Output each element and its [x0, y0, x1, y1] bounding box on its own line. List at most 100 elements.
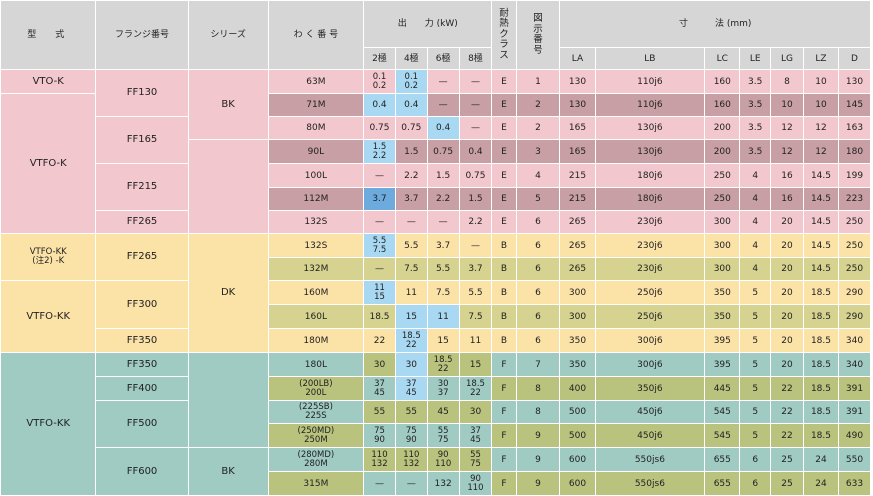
- power-cell: 55 75: [458, 447, 493, 472]
- header-pole: 8極: [458, 47, 493, 70]
- dim-cell-lz: 12: [802, 116, 840, 140]
- header-output: 出 力 (kW): [363, 0, 493, 48]
- dim-cell-lz: 24: [802, 447, 840, 472]
- dim-cell-d: 550: [838, 447, 871, 472]
- fig-no-cell: 9: [515, 471, 561, 496]
- flange-cell: FF265: [95, 233, 189, 281]
- dim-cell-lg: 10: [770, 93, 804, 117]
- dim-cell-la: 215: [559, 187, 596, 211]
- dim-cell-lc: 200: [704, 116, 741, 140]
- header-dim: LG: [770, 47, 804, 70]
- dim-cell-la: 500: [559, 423, 596, 448]
- heat-class-cell: F: [491, 423, 517, 448]
- type-cell: VTFO-K: [0, 93, 97, 234]
- dim-cell-lg: 25: [770, 447, 804, 472]
- power-cell: 55: [363, 400, 396, 424]
- dim-cell-lb: 250j6: [594, 280, 706, 305]
- heat-class-cell: F: [491, 447, 517, 472]
- power-cell: 0.4: [363, 93, 396, 117]
- dim-cell-lc: 300: [704, 257, 741, 281]
- power-cell: 45: [426, 400, 460, 424]
- dim-cell-lc: 395: [704, 352, 741, 377]
- power-cell: 0.75: [426, 139, 460, 164]
- dim-cell-le: 4: [739, 257, 772, 281]
- dim-cell-lz: 18.5: [802, 352, 840, 377]
- power-cell: 0.1 0.2: [363, 69, 396, 94]
- heat-class-cell: B: [491, 304, 517, 329]
- dim-cell-d: 250: [838, 233, 871, 258]
- dim-cell-la: 600: [559, 471, 596, 496]
- dim-cell-lz: 18.5: [802, 423, 840, 448]
- dim-cell-la: 165: [559, 116, 596, 140]
- dim-cell-lb: 130j6: [594, 116, 706, 140]
- power-cell: 55: [394, 400, 428, 424]
- header-pole: 6極: [426, 47, 460, 70]
- header-dims: 寸 法 (mm): [559, 0, 871, 48]
- dim-cell-lz: 10: [802, 69, 840, 94]
- header-type: 型 式: [0, 0, 97, 70]
- dim-cell-le: 5: [739, 280, 772, 305]
- flange-cell: FF300: [95, 280, 189, 329]
- dim-cell-d: 490: [838, 423, 871, 448]
- table-row: VTFO-KK FF300 160M 11 15 11 7.5 5.5 B 6 300 250j6 35…: [0, 280, 871, 353]
- power-cell: —: [363, 257, 396, 281]
- power-cell: 3.7: [394, 187, 428, 211]
- dim-cell-le: 3.5: [739, 69, 772, 94]
- fig-no-cell: 9: [515, 447, 561, 472]
- heat-class-cell: B: [491, 257, 517, 281]
- power-cell: —: [458, 69, 493, 94]
- dim-cell-lc: 300: [704, 233, 741, 258]
- power-cell: 75 90: [394, 423, 428, 448]
- dim-cell-lb: 250j6: [594, 304, 706, 329]
- dim-cell-lz: 12: [802, 139, 840, 164]
- power-cell: 15: [426, 328, 460, 353]
- heat-class-cell: B: [491, 233, 517, 258]
- dim-cell-la: 600: [559, 447, 596, 472]
- power-cell: 0.4: [426, 116, 460, 140]
- dim-cell-la: 265: [559, 233, 596, 258]
- dim-cell-lg: 20: [770, 328, 804, 353]
- flange-cell: FF350: [95, 328, 189, 353]
- flange-cell: FF600: [95, 447, 189, 496]
- dim-cell-lg: 16: [770, 187, 804, 211]
- power-cell: 15: [458, 352, 493, 377]
- type-cell: VTFO-KK (注2) -K: [0, 233, 97, 281]
- power-cell: 5.5: [458, 280, 493, 305]
- dim-cell-lc: 350: [704, 304, 741, 329]
- dim-cell-d: 633: [838, 471, 871, 496]
- power-cell: 2.2: [458, 210, 493, 234]
- power-cell: 18.5 22: [426, 352, 460, 377]
- power-cell: 11: [394, 280, 428, 305]
- power-cell: 1.5: [458, 187, 493, 211]
- dim-cell-lc: 655: [704, 447, 741, 472]
- power-cell: 5.5: [426, 257, 460, 281]
- frame-cell: (250MD) 250M: [267, 423, 365, 448]
- power-cell: 1.5: [394, 139, 428, 164]
- dim-cell-le: 4: [739, 210, 772, 234]
- dim-cell-d: 223: [838, 187, 871, 211]
- frame-cell: 132S: [267, 233, 365, 258]
- dim-cell-d: 340: [838, 328, 871, 353]
- dim-cell-la: 400: [559, 376, 596, 401]
- power-cell: 2.2: [394, 163, 428, 188]
- dim-cell-lz: 24: [802, 471, 840, 496]
- power-cell: 7.5: [458, 304, 493, 329]
- dim-cell-d: 145: [838, 93, 871, 117]
- dim-cell-le: 5: [739, 328, 772, 353]
- dim-cell-d: 250: [838, 210, 871, 234]
- dim-cell-lb: 350j6: [594, 376, 706, 401]
- heat-class-cell: F: [491, 400, 517, 424]
- power-cell: 0.1 0.2: [394, 69, 428, 94]
- power-cell: —: [458, 233, 493, 258]
- dim-cell-lg: 8: [770, 69, 804, 94]
- power-cell: 110 132: [394, 447, 428, 472]
- power-cell: 110 132: [363, 447, 396, 472]
- power-cell: —: [394, 471, 428, 496]
- power-cell: —: [426, 69, 460, 94]
- table-row: (250MD) 250M 75 90 75 90 55 75 37 45 F 9 500 450j6 545…: [1, 423, 871, 448]
- table-row: FF265 132S — — —2.2 E 6 265 230j6 300 4 20 14.5 250: [1, 210, 871, 234]
- flange-cell: FF130: [95, 69, 189, 117]
- header-series: シリーズ: [187, 0, 269, 70]
- power-cell: 3.7: [458, 257, 493, 281]
- dim-cell-lg: 22: [770, 423, 804, 448]
